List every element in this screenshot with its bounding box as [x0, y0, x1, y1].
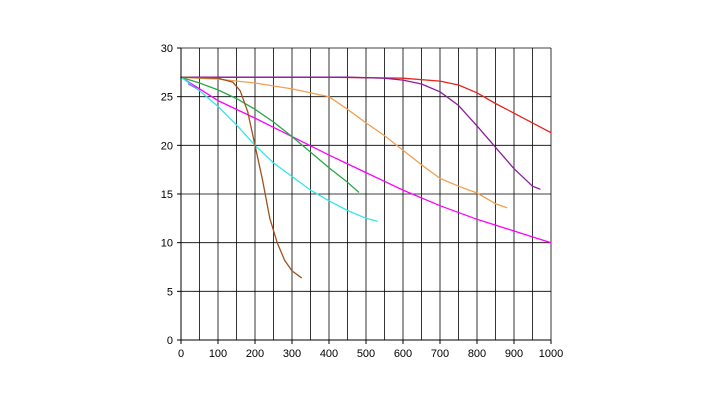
series-line-2: [180, 76, 541, 190]
y-tick-label: 30: [161, 43, 173, 55]
x-tick-label: 300: [283, 348, 301, 360]
y-tick-label: 25: [161, 92, 173, 104]
series-line-8: [180, 76, 302, 279]
x-tick-label: 900: [505, 348, 523, 360]
y-tick-label: 5: [167, 286, 173, 298]
x-tick-label: 800: [468, 348, 486, 360]
x-tick-label: 700: [431, 348, 449, 360]
axes: [177, 47, 552, 344]
x-tick-label: 0: [178, 348, 184, 360]
series-layer: [180, 76, 552, 279]
y-tick-labels: 0 5 10 15 20 25 30: [161, 43, 173, 347]
x-tick-label: 500: [357, 348, 375, 360]
y-tick-label: 10: [161, 238, 173, 250]
y-tick-label: 0: [167, 335, 173, 347]
series-line-7: [187, 83, 197, 89]
x-tick-label: 100: [209, 348, 227, 360]
x-tick-label: 600: [394, 348, 412, 360]
y-tick-label: 15: [161, 189, 173, 201]
grid: [181, 47, 552, 340]
x-tick-label: 200: [246, 348, 264, 360]
x-tick-labels: 0 100 200 300 400 500 600 700 800 900 1000: [178, 348, 563, 360]
series-line-4: [180, 76, 552, 244]
x-tick-label: 400: [320, 348, 338, 360]
series-line-5: [180, 76, 360, 193]
series-line-3: [180, 76, 508, 209]
x-tick-label: 1000: [539, 348, 563, 360]
y-tick-label: 20: [161, 140, 173, 152]
series-line-6: [180, 76, 378, 222]
